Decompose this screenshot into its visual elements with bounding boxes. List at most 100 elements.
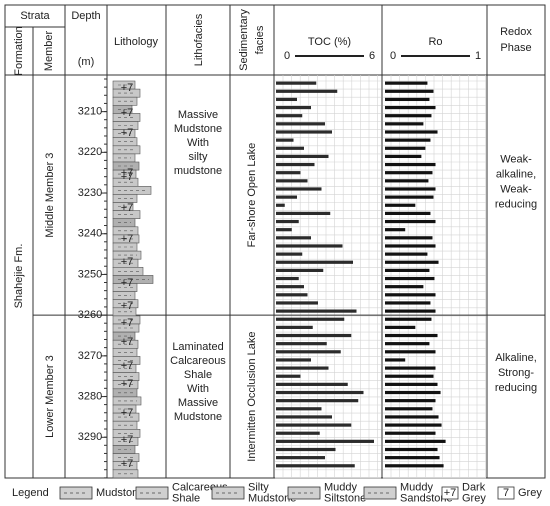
toc-bar xyxy=(276,122,325,126)
depth-header: Depth xyxy=(71,10,100,22)
column-text: Massive xyxy=(178,109,218,121)
toc-bar xyxy=(276,228,292,232)
toc-bar xyxy=(276,146,304,150)
dark-grey-symbol: +7 xyxy=(121,202,134,214)
toc-bar xyxy=(276,309,357,313)
ro-bar xyxy=(385,276,435,281)
legend-swatch xyxy=(441,486,459,500)
dark-grey-symbol: +7 xyxy=(121,127,134,139)
toc-bar xyxy=(276,195,297,199)
ro-bar xyxy=(385,439,446,443)
depth-tick-label: 3210 xyxy=(78,106,102,118)
ro-bar xyxy=(385,285,424,289)
legend-label: Grey xyxy=(462,492,486,504)
legend-symbol: 7 xyxy=(503,487,509,499)
toc-bar xyxy=(276,382,348,386)
dark-grey-symbol: +7 xyxy=(121,107,134,119)
toc-bar xyxy=(276,431,320,435)
toc-bar xyxy=(276,211,331,216)
lithofacies-header: Lithofacies xyxy=(193,13,205,66)
toc-bar xyxy=(276,252,303,256)
toc-tick-label: 0 xyxy=(284,50,290,62)
toc-bar xyxy=(276,350,341,354)
dark-grey-symbol: +7 xyxy=(121,336,134,348)
toc-bar xyxy=(276,97,297,102)
column-text: alkaline, xyxy=(496,168,536,180)
legend-label: Silty xyxy=(248,481,269,493)
ro-bar xyxy=(385,154,422,159)
legend-label: Shale xyxy=(172,492,200,504)
ro-bar xyxy=(385,171,433,175)
toc-bar xyxy=(276,333,352,338)
column-text: reducing xyxy=(495,198,537,210)
dark-grey-symbol: +7 xyxy=(121,82,134,94)
ro-bar xyxy=(385,431,436,435)
depth-tick-label: 3260 xyxy=(78,309,102,321)
toc-bar xyxy=(276,171,301,175)
toc-bar xyxy=(276,276,299,281)
depth-tick-label: 3240 xyxy=(78,228,102,240)
toc-bar xyxy=(276,325,313,329)
column-text: Strong- xyxy=(498,367,534,379)
facies-label: Intermitten Occlusion Lake xyxy=(246,331,258,461)
ro-tick-label: 1 xyxy=(475,50,481,62)
toc-bar xyxy=(276,244,343,248)
depth-tick-label: 3250 xyxy=(78,268,102,280)
redox-header: Phase xyxy=(500,42,531,54)
toc-bar xyxy=(276,390,364,395)
formation-label: Shahejie Fm. xyxy=(13,244,25,309)
ro-bar xyxy=(385,390,441,395)
ro-bar xyxy=(385,114,432,118)
legend-label: Dark xyxy=(462,481,486,493)
toc-bar xyxy=(276,358,311,362)
ro-bar xyxy=(385,203,416,207)
formation-header: Formation xyxy=(13,26,25,76)
legend-label: Grey xyxy=(518,487,542,499)
toc-bar xyxy=(276,219,299,224)
ro-bar xyxy=(385,366,436,370)
dark-grey-symbol: +7 xyxy=(121,171,134,183)
ro-bar xyxy=(385,268,430,272)
column-text: Mudstone xyxy=(174,411,222,423)
column-text: silty xyxy=(189,151,208,163)
column-text: Alkaline, xyxy=(495,352,537,364)
ro-bar xyxy=(385,317,432,321)
legend-label: Mudstone xyxy=(248,492,296,504)
ro-bar xyxy=(385,211,431,216)
toc-bar xyxy=(276,187,322,191)
ro-bar xyxy=(385,415,439,419)
toc-tick-label: 6 xyxy=(369,50,375,62)
toc-bar xyxy=(276,456,325,460)
dark-grey-symbol: +7 xyxy=(121,256,134,268)
toc-label: TOC (%) xyxy=(308,36,351,48)
toc-bar xyxy=(276,89,338,93)
ro-bar xyxy=(385,358,406,362)
ro-bar xyxy=(385,293,436,297)
member-label: Middle Member 3 xyxy=(44,153,56,238)
lithology-header: Lithology xyxy=(114,36,159,48)
dark-grey-symbol: +7 xyxy=(121,233,134,245)
ro-bar xyxy=(385,244,436,248)
ro-bar xyxy=(385,219,436,224)
toc-bar xyxy=(276,154,329,159)
strata-header: Strata xyxy=(20,10,50,22)
legend-title: Legend xyxy=(12,487,49,499)
ro-bar xyxy=(385,228,406,232)
legend-symbol: +7 xyxy=(444,487,457,499)
legend-label: Muddy xyxy=(400,481,434,493)
toc-bar xyxy=(276,366,329,370)
legend-swatch xyxy=(497,486,515,500)
ro-bar xyxy=(385,138,431,142)
toc-bar xyxy=(276,130,332,134)
depth-tick-label: 3220 xyxy=(78,146,102,158)
toc-bar xyxy=(276,260,353,264)
legend-label: Mudstone xyxy=(96,487,144,499)
column-text: Mudstone xyxy=(174,123,222,135)
ro-bar xyxy=(385,122,424,126)
redox-header: Redox xyxy=(500,26,532,38)
ro-bar xyxy=(385,301,431,305)
ro-bar xyxy=(385,81,428,85)
toc-bar xyxy=(276,423,352,427)
column-text: Calcareous xyxy=(170,355,226,367)
